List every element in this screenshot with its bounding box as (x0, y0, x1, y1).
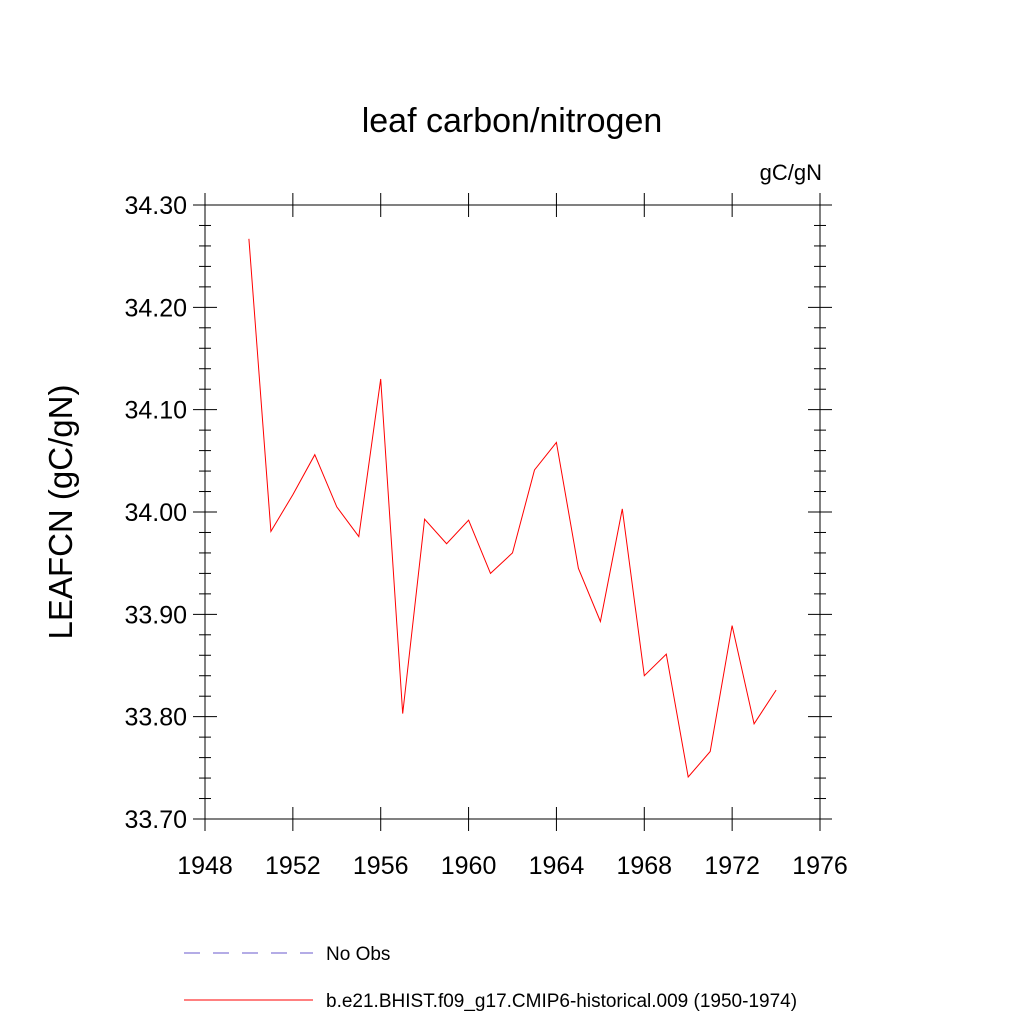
legend: No Obs b.e21.BHIST.f09_g17.CMIP6-historic… (184, 944, 797, 1012)
x-tick-label: 1952 (265, 852, 321, 880)
units-label: gC/gN (760, 160, 822, 185)
series-layer (248, 238, 777, 779)
chart-title: leaf carbon/nitrogen (362, 102, 663, 140)
x-tick-label: 1960 (441, 852, 497, 880)
y-tick-label: 34.20 (124, 294, 187, 322)
x-tick-label: 1968 (616, 852, 672, 880)
x-tick-label: 1976 (792, 852, 848, 880)
plot-frame (204, 204, 821, 820)
tick-labels: 33.70 33.80 33.90 34.00 34.10 34.20 34.30 1948 1… (124, 192, 847, 880)
series-line (248, 238, 777, 779)
y-tick-label: 33.90 (124, 601, 187, 629)
x-tick-label: 1972 (704, 852, 760, 880)
y-tick-label: 33.70 (124, 806, 187, 834)
x-tick-label: 1948 (177, 852, 233, 880)
y-axis-label: LEAFCN (gC/gN) (42, 385, 79, 640)
x-tick-label: 1964 (529, 852, 585, 880)
y-tick-label: 34.30 (124, 192, 187, 220)
y-tick-label: 33.80 (124, 704, 187, 732)
y-tick-label: 34.10 (124, 397, 187, 425)
x-tick-label: 1956 (353, 852, 409, 880)
legend-label: No Obs (326, 944, 390, 965)
y-tick-label: 34.00 (124, 499, 187, 527)
legend-label: b.e21.BHIST.f09_g17.CMIP6-historical.009… (326, 991, 797, 1012)
axis-ticks (193, 193, 832, 831)
